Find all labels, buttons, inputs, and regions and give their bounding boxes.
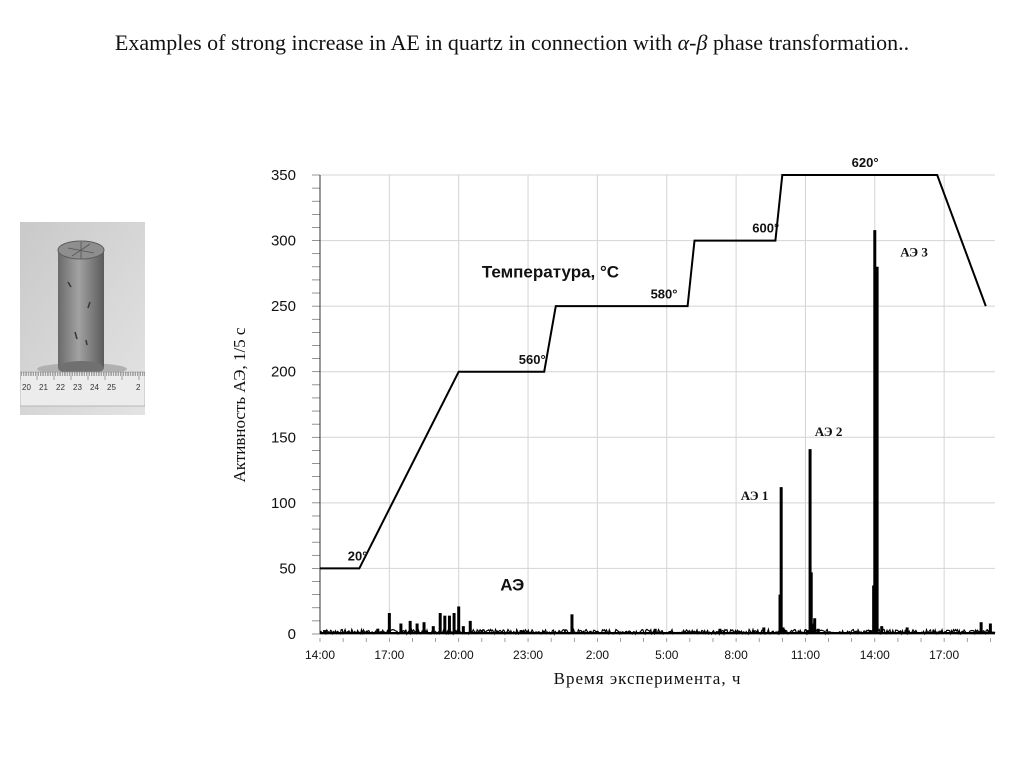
y-tick-label: 300 [271, 233, 296, 250]
y-tick-label: 200 [271, 364, 296, 381]
x-tick-label: 23:00 [513, 648, 543, 662]
x-tick-label: 20:00 [444, 648, 474, 662]
y-tick-label: 100 [271, 495, 296, 512]
temperature-line [320, 174, 987, 570]
quartz-sample-photo: 20 21 22 23 24 25 2 [20, 222, 145, 415]
y-tick-label: 350 [271, 167, 296, 184]
ruler-label: 23 [73, 383, 82, 392]
slide-title: Examples of strong increase in AE in qua… [0, 30, 1024, 56]
annotation-label: 20° [348, 549, 368, 564]
ruler-label: 24 [90, 383, 99, 392]
y-tick-label: 150 [271, 429, 296, 446]
title-greek-symbols: α-β [677, 30, 708, 55]
x-tick-label: 14:00 [305, 648, 335, 662]
annotation-label: 560° [519, 352, 546, 367]
ruler-label: 21 [39, 383, 48, 392]
annotation-label: АЭ 1 [741, 488, 769, 503]
annotation-label: 600° [752, 221, 779, 236]
axes: 0 50 100 150 200 250 300 350 14:00 17:00 20:00 23:0… [271, 167, 995, 662]
ruler: 20 21 22 23 24 25 2 [20, 371, 145, 407]
annotation-label: Температура, °C [482, 262, 619, 281]
ae-temperature-chart: 0 50 100 150 200 250 300 350 14:00 17:00 20:00 23:0… [230, 155, 996, 688]
x-axis-title: Время эксперимента, ч [554, 669, 742, 688]
quartz-sample-cylinder [57, 240, 105, 375]
annotation-label: АЭ 2 [815, 424, 843, 439]
x-tick-label: 2:00 [586, 648, 610, 662]
x-tick-label: 14:00 [860, 648, 890, 662]
ruler-label: 20 [22, 383, 31, 392]
ruler-label: 2 [136, 383, 141, 392]
x-tick-label: 17:00 [929, 648, 959, 662]
y-tick-label: 250 [271, 298, 296, 315]
x-tick-label: 11:00 [791, 648, 820, 662]
ruler-labels: 20 21 22 23 24 25 2 [22, 383, 141, 392]
annotation-label: АЭ 3 [900, 244, 928, 259]
title-text-end: phase transformation.. [707, 30, 910, 55]
annotation-label: 620° [852, 155, 879, 170]
ruler-label: 22 [56, 383, 65, 392]
x-tick-label: 8:00 [724, 648, 748, 662]
annotation-label: 580° [651, 286, 678, 301]
labels: Температура, °C АЭ 20° 560° 580° 600° 620° АЭ 1… [230, 155, 928, 688]
annotation-label: АЭ [500, 576, 524, 595]
title-text-start: Examples of strong increase in AE in qua… [114, 30, 678, 55]
y-tick-label: 0 [288, 626, 296, 643]
grid [319, 174, 995, 635]
ruler-label: 25 [107, 383, 116, 392]
y-axis-title: Активность АЭ, 1/5 с [230, 327, 249, 482]
series [319, 174, 996, 636]
x-tick-label: 5:00 [655, 648, 679, 662]
y-tick-label: 50 [279, 560, 296, 577]
x-tick-label: 17:00 [374, 648, 404, 662]
